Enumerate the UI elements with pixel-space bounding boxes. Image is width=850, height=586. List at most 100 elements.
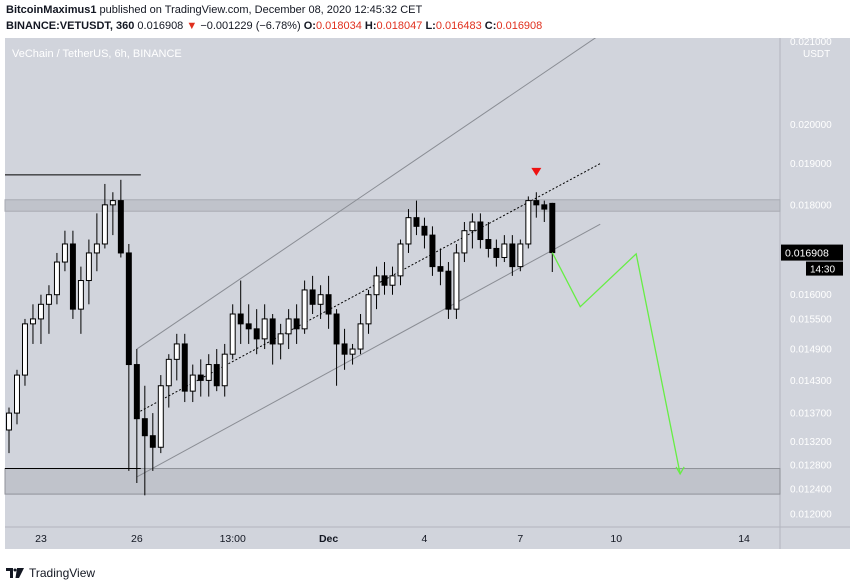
candle-down [541,204,548,210]
x-tick-label: Dec [319,533,338,545]
candle-up [389,275,396,286]
candle-down [149,435,156,448]
candle-down [253,328,260,340]
tradingview-logo-icon [6,568,24,578]
projection-arrowhead [675,466,685,476]
y-tick-label: 0.019000 [790,159,832,170]
y-axis-title: USDT [803,49,830,60]
candle-down [445,270,452,310]
projection-path [551,252,681,475]
candle-up [365,294,372,325]
published-text: published on TradingView.com, December 0… [99,4,423,16]
candle-down [493,247,500,258]
price-change: −0.001229 (−6.78%) [200,20,301,32]
candle-up [93,243,100,254]
candle-up [173,343,180,360]
candle-up [373,275,380,296]
candle-down [213,364,220,387]
price-chart[interactable]: VeChain / TetherUS, 6h, BINANCE USDT 0.0… [0,38,850,563]
candle-down [341,343,348,355]
candle-up [77,280,84,310]
x-tick-label: 26 [131,533,143,545]
candle-down [181,343,188,392]
x-tick-label: 7 [517,533,523,545]
candle-up [317,294,324,305]
footer: TradingView [6,563,95,583]
candle-down [413,217,420,227]
candle-up [189,374,196,392]
candle-up [61,243,68,263]
candle-up [165,358,172,387]
y-tick-label: 0.012400 [790,485,832,496]
close-value: 0.016908 [496,20,543,32]
candle-down [269,318,276,345]
candle-up [277,333,284,345]
chart-title: VeChain / TetherUS, 6h, BINANCE [12,48,182,60]
open-label: O: [303,20,316,32]
candle-down [197,374,204,381]
y-tick-label: 0.013200 [790,437,832,448]
candle-up [397,243,404,277]
channel-upper-line [136,38,597,350]
x-tick-label: 13:00 [220,533,246,545]
time-axis-background [5,527,850,549]
last-price: 0.016908 [137,20,184,32]
y-tick-top-partial: 0.021000 [790,38,832,48]
candle-down [245,323,252,330]
candle-down [237,313,244,325]
x-tick-label: 14 [738,533,750,545]
candle-down [117,200,124,254]
candle-down [293,318,300,330]
close-label: C: [484,20,497,32]
time-axis[interactable]: 23 26 13:00 Dec 4 7 10 14 [35,533,750,545]
y-tick-label: 0.014900 [790,345,832,356]
candle-down [381,275,388,286]
y-tick-label: 0.016000 [790,290,832,301]
support-zone [4,468,781,495]
candle-up [453,252,460,310]
candle-down [133,364,140,420]
candle-up [285,318,292,335]
y-tick-label: 0.012000 [790,510,832,521]
candle-down [485,239,492,249]
candle-up [517,243,524,268]
candle-down [125,252,132,366]
overlay-layer [531,167,685,476]
countdown-label: 14:30 [810,265,835,276]
high-label: H: [364,20,377,32]
y-tick-label: 0.018000 [790,200,832,211]
candle-up [85,252,92,282]
candle-down [421,225,428,236]
candle-up [45,294,52,305]
candle-up [221,353,228,387]
y-tick-label: 0.015500 [790,314,832,325]
candle-up [101,204,108,245]
last-price-tag [781,244,843,261]
candle-down [333,313,340,345]
candle-up [205,364,212,381]
x-tick-label: 4 [422,533,428,545]
candle-up [29,318,36,325]
y-tick-label: 0.013700 [790,409,832,420]
candle-up [405,217,412,245]
candle-up [6,412,12,431]
candle-down [509,243,516,268]
author-name[interactable]: BitcoinMaximus1 [6,4,97,16]
symbol-label: BINANCE:VETUSDT, 360 [6,20,135,32]
last-price-label: 0.016908 [785,248,829,260]
red-down-marker-icon [531,167,542,176]
y-tick-label: 0.014300 [790,376,832,387]
resistance-zone [4,199,781,212]
candle-up [37,303,44,320]
publish-line: BitcoinMaximus1 published on TradingView… [6,2,846,18]
candle-up [469,221,476,232]
candle-up [501,243,508,258]
y-tick-label: 0.020000 [790,120,832,131]
ohlc-line: BINANCE:VETUSDT, 360 0.016908 ▼ −0.00122… [6,18,846,34]
zones-layer [4,199,781,495]
candle-up [301,289,308,330]
price-axis[interactable]: 0.020000 0.019000 0.018000 0.016000 0.015500… [781,120,843,521]
candle-up [229,313,236,355]
candle-down [477,221,484,241]
candle-down [429,234,436,268]
